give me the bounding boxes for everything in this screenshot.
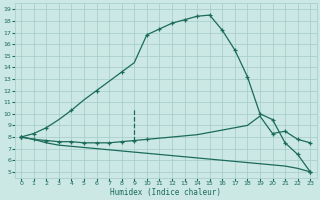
X-axis label: Humidex (Indice chaleur): Humidex (Indice chaleur) [110,188,221,197]
